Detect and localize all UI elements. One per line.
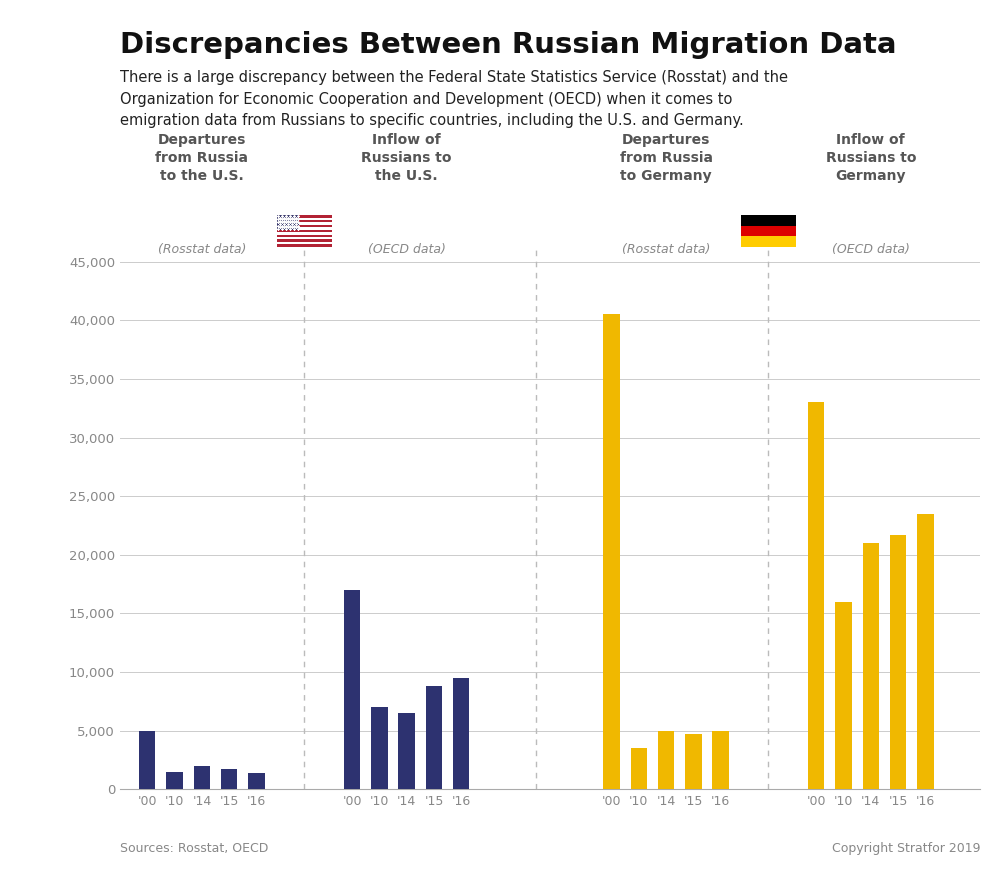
Bar	[277, 223, 332, 225]
Bar	[277, 227, 332, 230]
Text: Departures
from Russia
to Germany: Departures from Russia to Germany	[620, 133, 713, 182]
Text: (Rosstat data): (Rosstat data)	[158, 243, 246, 255]
Bar	[166, 772, 183, 789]
Bar	[658, 731, 674, 789]
Text: (Rosstat data): (Rosstat data)	[622, 243, 710, 255]
Bar	[277, 225, 332, 227]
Bar	[277, 239, 332, 242]
Bar	[712, 731, 729, 789]
Text: (OECD data): (OECD data)	[832, 243, 910, 255]
Bar	[277, 237, 332, 239]
Bar	[277, 215, 332, 217]
Bar	[277, 245, 332, 246]
Bar	[917, 514, 934, 789]
Bar	[277, 230, 332, 232]
Bar	[398, 713, 415, 789]
Bar	[453, 678, 469, 789]
Text: (OECD data): (OECD data)	[368, 243, 446, 255]
Bar	[631, 748, 647, 789]
Bar	[277, 242, 332, 245]
Text: Inflow of
Russians to
Germany: Inflow of Russians to Germany	[826, 133, 916, 182]
Bar	[863, 543, 879, 789]
Bar	[603, 315, 620, 789]
Bar	[277, 217, 332, 220]
Bar	[741, 236, 796, 246]
Bar	[344, 590, 360, 789]
Bar	[371, 707, 388, 789]
Bar	[835, 602, 852, 789]
Text: There is a large discrepancy between the Federal State Statistics Service (Rosst: There is a large discrepancy between the…	[120, 70, 788, 128]
Text: Copyright Stratfor 2019: Copyright Stratfor 2019	[832, 842, 980, 855]
Text: Inflow of
Russians to
the U.S.: Inflow of Russians to the U.S.	[361, 133, 452, 182]
Bar	[808, 403, 824, 789]
Bar	[277, 215, 299, 230]
Bar	[741, 225, 796, 236]
Bar	[248, 773, 265, 789]
Bar	[221, 769, 237, 789]
Text: Sources: Rosstat, OECD: Sources: Rosstat, OECD	[120, 842, 268, 855]
Bar	[194, 766, 210, 789]
Bar	[277, 235, 332, 237]
Text: Discrepancies Between Russian Migration Data: Discrepancies Between Russian Migration …	[120, 31, 896, 59]
Bar	[139, 731, 155, 789]
Bar	[426, 686, 442, 789]
Bar	[890, 535, 906, 789]
Bar	[741, 215, 796, 225]
Bar	[277, 220, 332, 223]
Text: Departures
from Russia
to the U.S.: Departures from Russia to the U.S.	[155, 133, 248, 182]
Bar	[277, 232, 332, 235]
Bar	[685, 734, 702, 789]
